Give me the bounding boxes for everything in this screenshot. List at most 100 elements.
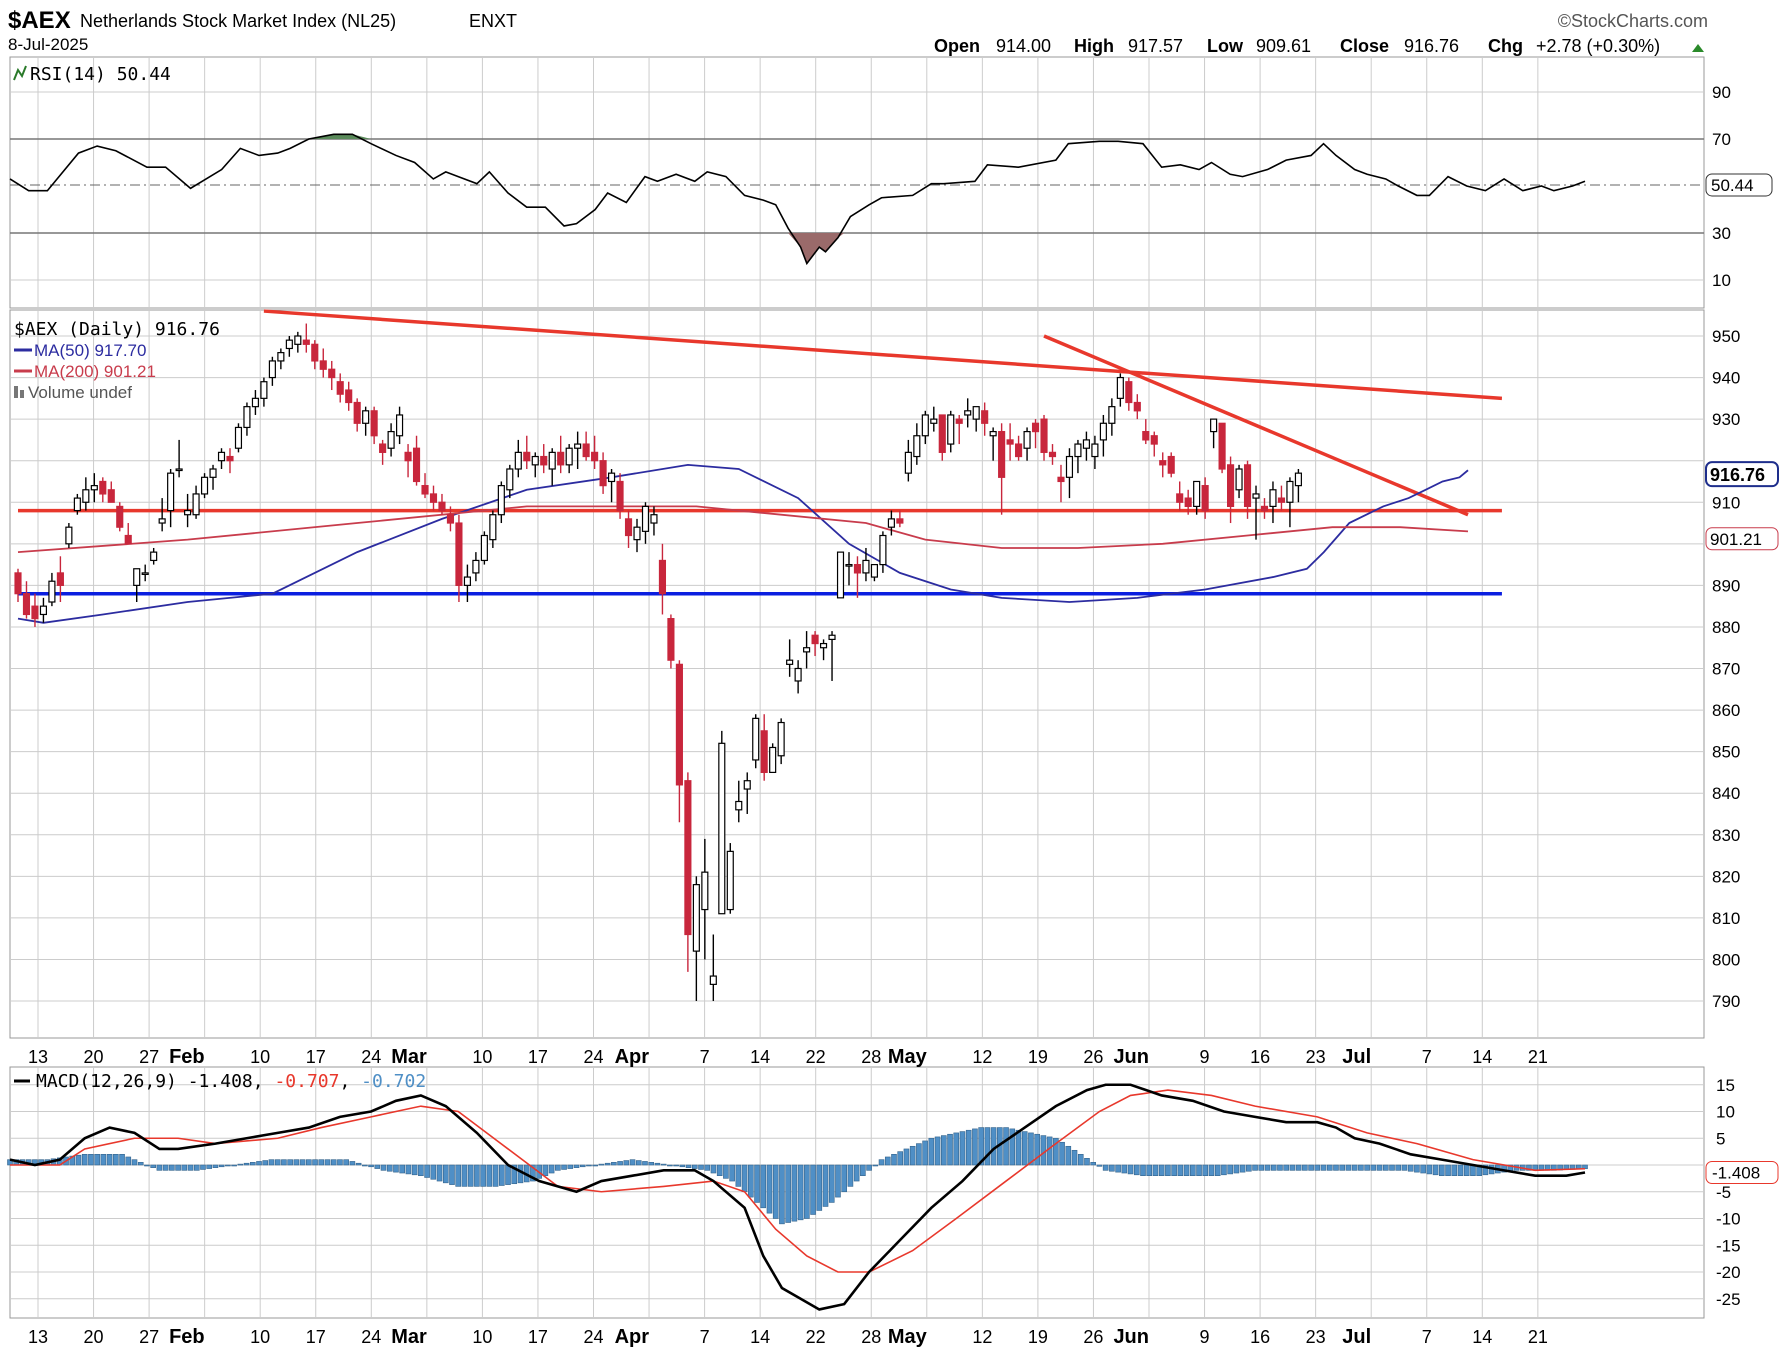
xtick-label: Feb — [169, 1046, 205, 1068]
candle-body — [955, 418, 963, 424]
candle-body — [574, 443, 582, 449]
trendline-steep-falling — [1043, 334, 1469, 517]
macd-histogram-bar — [810, 1164, 816, 1215]
macd-histogram-bar — [1246, 1164, 1252, 1172]
candle — [769, 743, 777, 774]
candle-body — [1099, 422, 1107, 441]
macd-histogram-bar — [766, 1164, 773, 1214]
candle — [938, 414, 946, 461]
candle-body — [1006, 439, 1014, 445]
candle — [709, 934, 717, 1001]
price-ytick-label: 870 — [1712, 660, 1740, 679]
macd-histogram-bar — [274, 1159, 281, 1166]
candle-body — [506, 468, 514, 491]
macd-histogram-bar — [828, 1164, 835, 1203]
ma200-value: 901.21 — [1710, 530, 1762, 549]
candle-body — [99, 480, 107, 495]
rsi-ytick-label: 10 — [1712, 271, 1731, 290]
macd-histogram-bar — [1289, 1164, 1296, 1171]
candle-body — [658, 559, 667, 595]
candle-body — [921, 414, 929, 437]
macd-histogram-bar — [212, 1164, 219, 1168]
candle — [1235, 464, 1243, 499]
candle — [1040, 414, 1048, 461]
candle-body — [90, 485, 98, 491]
macd-histogram-bar — [94, 1154, 100, 1166]
macd-histogram-bar — [131, 1159, 138, 1166]
macd-histogram-bar — [1482, 1164, 1489, 1176]
macd-histogram-bar — [542, 1164, 549, 1176]
rsi-last-value: 50.44 — [1711, 176, 1754, 195]
price-last-value-box — [1705, 461, 1779, 488]
xtick-label: 12 — [972, 1047, 992, 1067]
macd-histogram-bar — [181, 1164, 188, 1171]
candle — [1277, 485, 1286, 511]
symbol-title: $AEX — [8, 7, 71, 34]
macd-last-value-box — [1705, 1160, 1779, 1184]
candle — [311, 340, 319, 370]
macd-histogram-bar — [393, 1164, 399, 1173]
volume-legend-icon — [14, 386, 18, 398]
macd-histogram-bar — [119, 1154, 125, 1166]
candle — [506, 464, 514, 499]
xtick-label: 28 — [861, 1327, 881, 1347]
macd-histogram-bar — [1121, 1164, 1128, 1174]
macd-histogram-bar — [729, 1164, 735, 1182]
candle — [786, 639, 794, 677]
volume-legend-icon — [20, 390, 24, 398]
candle — [302, 323, 310, 353]
macd-histogram-bar — [492, 1164, 499, 1187]
candle-body — [302, 339, 310, 345]
macd-ytick-label: -15 — [1716, 1236, 1741, 1255]
macd-histogram-bar — [498, 1164, 505, 1186]
candle-body — [1159, 460, 1167, 466]
macd-histogram-bar — [386, 1164, 393, 1172]
xtick-label: 24 — [361, 1327, 381, 1347]
macd-histogram-bar — [200, 1164, 206, 1170]
candle — [913, 423, 921, 465]
xtick-label: 10 — [472, 1327, 492, 1347]
candle — [658, 543, 667, 615]
xtick-label: 7 — [1422, 1327, 1432, 1347]
xtick-label: Jun — [1113, 1326, 1149, 1348]
xtick-label: 22 — [806, 1047, 826, 1067]
macd-histogram-bar — [293, 1159, 300, 1166]
xtick-label: Apr — [615, 1046, 650, 1068]
macd-histogram-bar — [330, 1159, 337, 1166]
candle-body — [209, 468, 217, 478]
chg-label: Chg — [1488, 36, 1523, 56]
candle — [14, 568, 22, 602]
macd-histogram-bar — [75, 1154, 82, 1166]
chart-date: 8-Jul-2025 — [8, 35, 88, 54]
candle — [1286, 477, 1294, 528]
candle — [446, 506, 455, 532]
candle — [819, 639, 828, 661]
macd-histogram-bar — [847, 1164, 854, 1187]
xtick-label: 22 — [806, 1327, 826, 1347]
candle — [964, 398, 972, 428]
candle — [65, 523, 73, 548]
candle-body — [73, 497, 81, 512]
candle — [803, 631, 811, 669]
macd-histogram-bar — [916, 1143, 922, 1166]
macd-histogram-bar — [1264, 1164, 1271, 1171]
macd-histogram-bar — [1420, 1164, 1426, 1174]
macd-histogram-bar — [324, 1159, 331, 1166]
candle — [1082, 431, 1090, 461]
macd-histogram-bar — [287, 1159, 293, 1166]
candle-body — [616, 480, 624, 512]
xtick-label: 16 — [1250, 1327, 1270, 1347]
macd-histogram-bar — [1146, 1164, 1153, 1176]
macd-histogram-bar — [903, 1148, 910, 1166]
candle-body — [1015, 443, 1023, 458]
candle-body — [192, 493, 200, 516]
macd-histogram-bar — [1432, 1164, 1439, 1176]
macd-histogram-bar — [673, 1164, 679, 1167]
candle-body — [1260, 505, 1269, 512]
macd-histogram-bar — [1526, 1164, 1532, 1171]
candle-body — [769, 746, 777, 774]
candle-body — [328, 368, 336, 379]
macd-histogram-bar — [1401, 1164, 1408, 1171]
candle — [1260, 498, 1269, 519]
